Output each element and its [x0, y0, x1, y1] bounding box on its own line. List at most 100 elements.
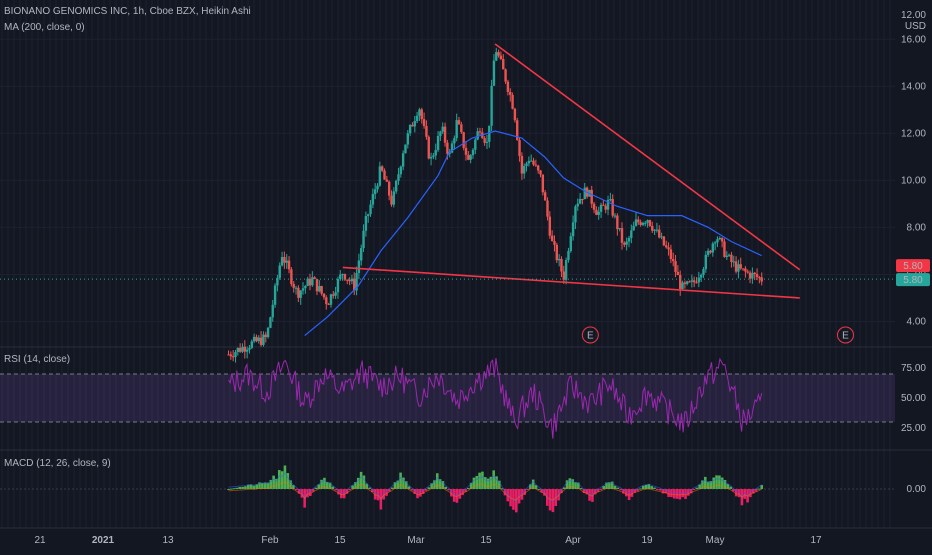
macd-histogram-bar [325, 481, 329, 489]
signal-line [228, 480, 762, 501]
macd-histogram-bar [246, 484, 250, 489]
candle-body [532, 160, 535, 165]
candle-body [539, 170, 542, 175]
candle-body [383, 170, 386, 180]
y-tick-label: 12.00 [901, 128, 926, 139]
macd-histogram-bar [419, 489, 422, 497]
macd-histogram-bar [562, 487, 566, 489]
macd-histogram-bar [661, 489, 665, 494]
candle-body [599, 204, 603, 212]
candle-body [681, 282, 684, 289]
macd-histogram-bar [441, 481, 445, 489]
candle-body [755, 274, 759, 278]
candle-body [502, 59, 505, 70]
macd-histogram-bar [230, 488, 233, 490]
x-tick-label: 2021 [92, 535, 115, 546]
macd-histogram-bar [469, 482, 473, 489]
macd-histogram-bar [238, 486, 242, 489]
candle-body [436, 135, 440, 151]
macd-histogram-bar [718, 475, 721, 489]
macd-histogram-bar [450, 489, 453, 497]
candle-body [562, 271, 565, 280]
candle-body [373, 189, 377, 195]
macd-histogram-bar [582, 489, 586, 493]
candle-body [732, 261, 735, 263]
macd-histogram-bar [351, 485, 354, 489]
candle-body [744, 268, 747, 272]
x-tick-label: 15 [480, 535, 492, 546]
macd-histogram-bar [526, 489, 529, 490]
candle-body [448, 152, 451, 154]
candle-body [646, 220, 649, 223]
macd-histogram-bar [255, 484, 259, 489]
macd-histogram-bar [407, 486, 411, 489]
macd-histogram-bar [608, 482, 611, 489]
candle-body [255, 336, 258, 342]
candle-body [555, 244, 559, 261]
macd-histogram-bar [523, 489, 527, 495]
candle-body [380, 166, 384, 171]
candle-body [574, 206, 577, 223]
macd-histogram-bar [647, 484, 651, 489]
macd-histogram-bar [269, 479, 273, 489]
macd-histogram-bar [252, 485, 256, 489]
macd-histogram-bar [495, 476, 498, 489]
candle-body [353, 278, 356, 291]
macd-histogram-bar [467, 488, 470, 490]
currency-legend: 12.00 USD [901, 10, 926, 32]
candle-body [523, 166, 526, 174]
candle-body [252, 336, 256, 342]
candle-body [287, 260, 291, 270]
candle-body [320, 286, 323, 294]
candle-body [734, 261, 738, 272]
rsi-tick-label: 25.00 [901, 423, 926, 434]
candle-body [704, 254, 708, 270]
candle-body [304, 285, 307, 289]
candle-body [343, 274, 347, 280]
candle-body [471, 149, 475, 156]
candle-body [378, 166, 382, 186]
ma-title: MA (200, close, 0) [4, 22, 85, 33]
macd-histogram-bar [373, 489, 377, 500]
macd-histogram-bar [283, 465, 287, 489]
macd-histogram-bar [478, 472, 481, 489]
candle-body [497, 52, 500, 56]
candle-body [269, 317, 272, 328]
candle-body [637, 219, 640, 223]
candle-body [662, 236, 666, 246]
candle-body [420, 109, 423, 120]
candle-body [474, 139, 477, 150]
x-tick-label: 19 [641, 535, 653, 546]
macd-histogram-bar [396, 480, 400, 489]
macd-histogram-bar [368, 487, 371, 489]
macd-histogram-bar [475, 475, 479, 489]
candle-body [415, 115, 419, 122]
candle-body [499, 55, 503, 60]
currency-top-label: 12.00 [900, 10, 926, 21]
symbol-title: BIONANO GENOMICS INC, 1h, Cboe BZX, Heik… [4, 6, 251, 17]
candle-body [676, 271, 680, 276]
macd-histogram-bar [500, 488, 504, 490]
candle-body [550, 235, 554, 242]
macd-histogram-bar [664, 489, 668, 494]
candle-body [434, 150, 437, 156]
candle-body [376, 185, 379, 190]
candle-body [315, 278, 319, 292]
macd-histogram-bar [639, 488, 642, 490]
candle-body [313, 277, 316, 279]
macd-histogram-bar [624, 489, 628, 497]
candle-body [241, 346, 244, 352]
candle-body [509, 91, 512, 95]
candle-body [506, 81, 510, 92]
candle-body [592, 203, 596, 210]
macd-histogram-bar [678, 489, 682, 500]
candle-body [346, 279, 349, 281]
candle-body [301, 288, 305, 291]
candle-body [504, 69, 507, 82]
macd-histogram-bar [438, 479, 442, 489]
macd-histogram-bar [658, 489, 662, 491]
candle-body [723, 241, 726, 257]
macd-histogram-bar [531, 479, 535, 489]
